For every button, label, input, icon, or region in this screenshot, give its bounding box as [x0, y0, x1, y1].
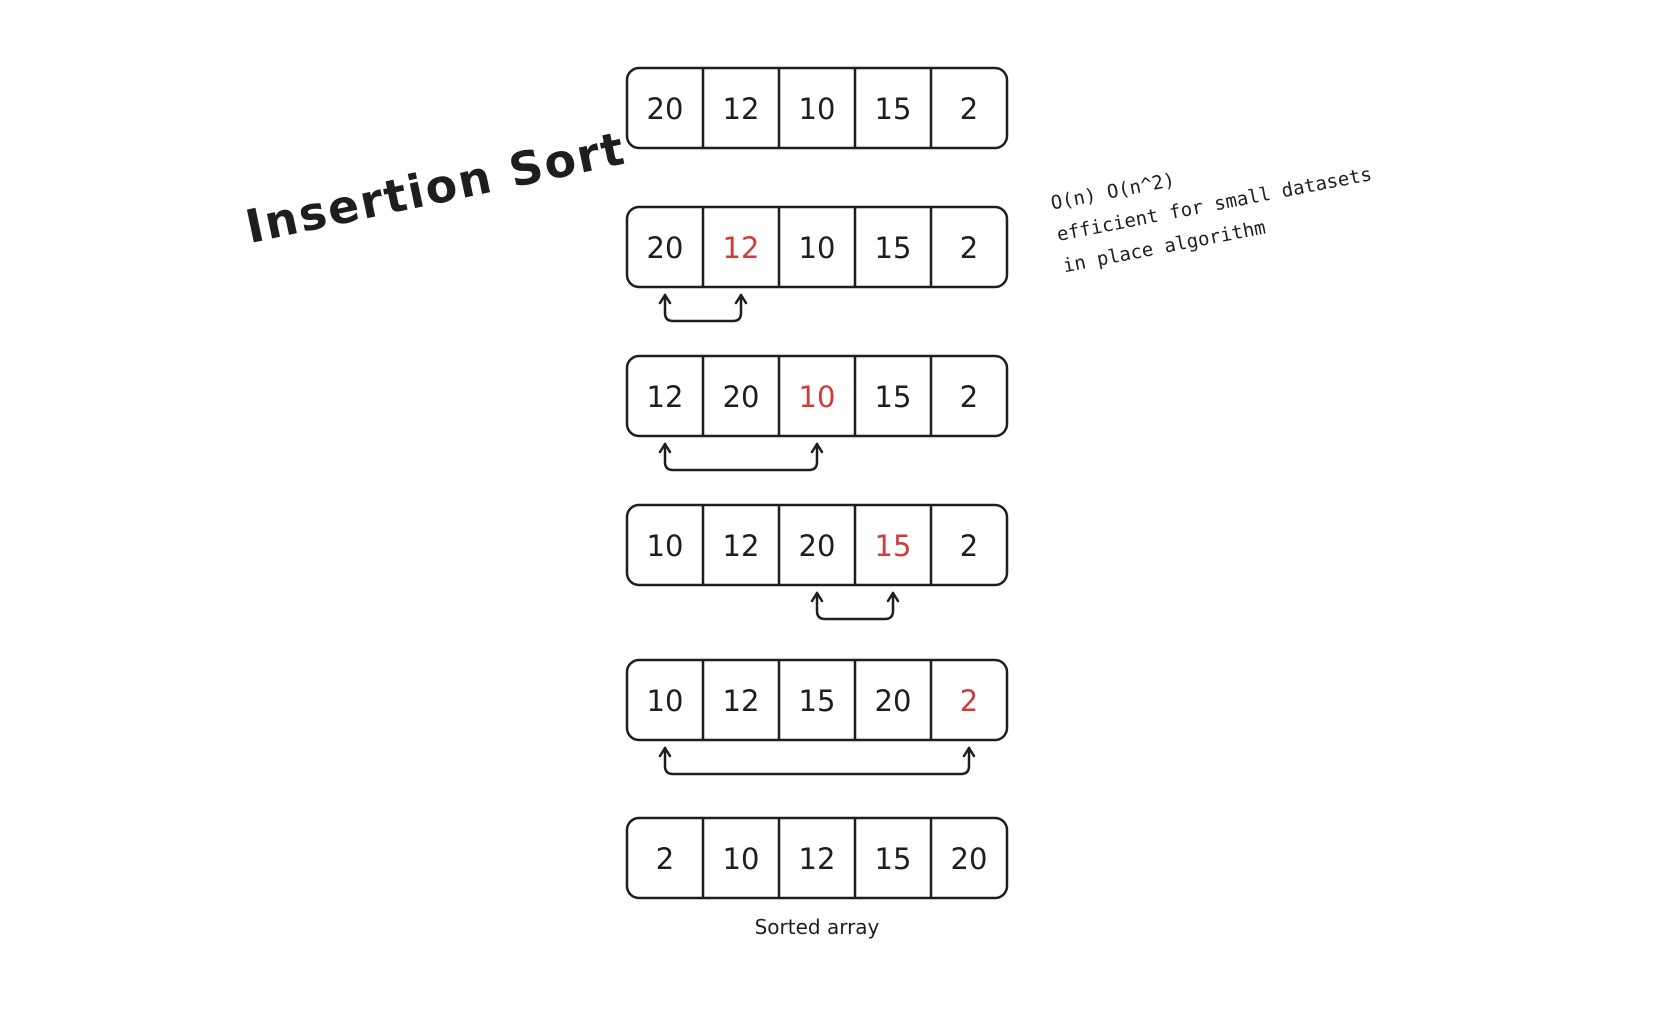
arrow-head — [962, 746, 976, 758]
array-cell: 15 — [875, 380, 912, 414]
array-cell: 20 — [647, 231, 684, 265]
insertion-arrow-2 — [810, 591, 900, 621]
array-cell: 20 — [723, 380, 760, 414]
array-cell: 20 — [875, 684, 912, 718]
array-cell: 12 — [723, 529, 760, 563]
array-cell: 12 — [647, 380, 684, 414]
array-row-2: 12 20 10 15 2 — [625, 354, 1009, 438]
arrow-head — [658, 746, 672, 758]
arrow-line — [663, 442, 819, 472]
array-cell: 10 — [647, 529, 684, 563]
arrow-line — [815, 591, 895, 621]
array-cell: 15 — [875, 231, 912, 265]
array-cell: 15 — [799, 684, 836, 718]
key-element-cell: 12 — [723, 231, 760, 265]
arrow-head — [810, 442, 824, 454]
insertion-arrow-1 — [658, 442, 824, 472]
array-cell: 12 — [799, 842, 836, 876]
array-cell: 20 — [647, 92, 684, 126]
array-row-border — [625, 205, 1009, 289]
array-cell: 20 — [799, 529, 836, 563]
array-cell: 15 — [875, 92, 912, 126]
array-cell: 20 — [951, 842, 988, 876]
array-row-border — [625, 503, 1009, 587]
key-element-cell: 10 — [799, 380, 836, 414]
arrow-line — [663, 746, 971, 776]
array-row-border — [625, 66, 1009, 150]
arrow-head — [886, 591, 900, 603]
array-cell: 10 — [647, 684, 684, 718]
array-cell: 10 — [723, 842, 760, 876]
array-cell: 2 — [960, 529, 978, 563]
array-cell: 15 — [875, 842, 912, 876]
array-row-1: 20 12 10 15 2 — [625, 205, 1009, 289]
insertion-arrow-3 — [658, 746, 976, 776]
array-row-0: 20 12 10 15 2 — [625, 66, 1009, 150]
array-row-border — [625, 816, 1009, 900]
array-row-border — [625, 354, 1009, 438]
array-cell: 2 — [960, 380, 978, 414]
arrow-line — [663, 293, 743, 323]
key-element-cell: 15 — [875, 529, 912, 563]
arrow-head — [658, 442, 672, 454]
array-cell: 12 — [723, 92, 760, 126]
insertion-arrow-0 — [658, 293, 748, 323]
array-cell: 12 — [723, 684, 760, 718]
array-cell: 2 — [960, 231, 978, 265]
key-element-cell: 2 — [960, 684, 978, 718]
array-row-4: 10 12 15 20 2 — [625, 658, 1009, 742]
array-cell: 2 — [960, 92, 978, 126]
arrow-head — [810, 591, 824, 603]
array-row-3: 10 12 20 15 2 — [625, 503, 1009, 587]
array-row-5: 2 10 12 15 20 — [625, 816, 1009, 900]
array-cell: 10 — [799, 231, 836, 265]
array-cell: 10 — [799, 92, 836, 126]
sorted-array-caption: Sorted array — [755, 915, 880, 939]
array-row-border — [625, 658, 1009, 742]
arrow-head — [734, 293, 748, 305]
array-cell: 2 — [656, 842, 674, 876]
arrow-head — [658, 293, 672, 305]
